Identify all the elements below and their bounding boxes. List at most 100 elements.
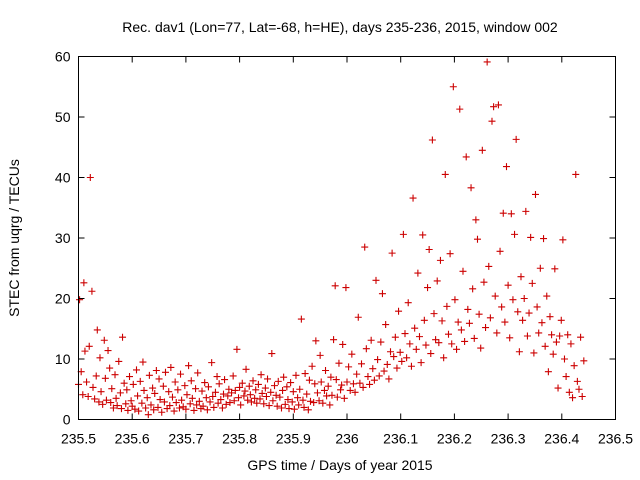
data-point — [420, 316, 428, 324]
data-point — [472, 216, 480, 224]
data-point — [139, 358, 147, 366]
data-point — [261, 384, 269, 392]
data-point — [251, 394, 259, 402]
data-point — [89, 383, 97, 391]
data-point — [580, 357, 588, 365]
data-point — [353, 370, 361, 378]
data-point — [313, 389, 321, 397]
data-point — [129, 380, 137, 388]
data-point — [190, 406, 198, 414]
data-point — [519, 316, 527, 324]
data-point — [213, 373, 221, 381]
data-point — [195, 397, 203, 405]
data-point — [292, 371, 300, 379]
data-point — [359, 383, 367, 391]
data-point — [311, 380, 319, 388]
data-point — [112, 394, 120, 402]
data-point — [272, 391, 280, 399]
data-point — [245, 382, 253, 390]
y-tick-label: 50 — [55, 109, 71, 125]
data-point — [267, 388, 275, 396]
data-point — [142, 404, 150, 412]
y-tick-label: 40 — [55, 170, 71, 186]
data-point — [427, 350, 435, 358]
data-point — [276, 393, 284, 401]
data-point — [515, 348, 523, 356]
data-point — [488, 117, 496, 125]
data-point — [523, 332, 531, 340]
data-point — [388, 249, 396, 257]
data-point — [520, 295, 528, 302]
data-point — [370, 376, 378, 384]
data-point — [422, 341, 430, 349]
data-point — [578, 393, 586, 401]
data-point — [467, 184, 475, 192]
x-tick-label: 236.5 — [598, 431, 633, 447]
y-tick-label: 30 — [55, 230, 71, 246]
data-point — [556, 332, 564, 340]
data-point — [161, 368, 169, 376]
data-point — [181, 382, 189, 390]
data-point — [435, 339, 443, 347]
data-point — [119, 333, 127, 341]
data-point — [540, 235, 548, 243]
data-point — [559, 236, 567, 244]
plot-frame — [78, 56, 616, 420]
data-point — [390, 353, 398, 361]
data-point — [354, 313, 362, 321]
data-point — [224, 392, 232, 400]
data-point — [150, 406, 158, 414]
x-tick-label: 235.7 — [168, 431, 203, 447]
data-point — [111, 371, 119, 379]
data-point — [383, 360, 391, 368]
data-point — [186, 400, 194, 408]
data-point — [138, 399, 146, 407]
data-point — [544, 368, 552, 376]
data-point — [178, 396, 186, 404]
data-point — [477, 344, 485, 352]
data-point — [242, 365, 250, 373]
data-point — [449, 83, 457, 91]
data-point — [465, 319, 473, 327]
data-point — [483, 58, 491, 66]
data-point — [320, 386, 328, 394]
data-point — [303, 390, 311, 398]
data-point — [528, 279, 536, 287]
data-point — [546, 313, 554, 321]
data-point — [287, 379, 295, 387]
data-point — [289, 388, 297, 396]
data-point — [131, 405, 139, 413]
data-point — [233, 345, 241, 353]
data-point — [281, 400, 289, 408]
data-point — [361, 243, 369, 251]
data-point — [193, 401, 201, 409]
data-point — [96, 354, 104, 362]
data-point — [85, 342, 93, 350]
data-point — [337, 386, 345, 394]
x-tick-label: 236.1 — [383, 431, 418, 447]
x-axis-label: GPS time / Days of year 2015 — [247, 457, 432, 473]
data-point — [382, 321, 390, 329]
data-point — [391, 333, 399, 341]
data-point — [461, 337, 469, 345]
data-point — [127, 397, 135, 405]
data-point — [348, 350, 356, 358]
data-point — [135, 407, 143, 415]
data-point — [288, 398, 296, 406]
data-point — [440, 354, 448, 362]
data-point — [424, 284, 432, 292]
data-point — [257, 371, 265, 379]
data-point — [246, 391, 254, 399]
data-point — [499, 209, 507, 217]
data-point — [115, 357, 123, 365]
data-point — [192, 385, 200, 393]
data-point — [504, 281, 512, 289]
data-point — [514, 308, 522, 316]
data-point — [401, 330, 409, 338]
data-point — [306, 397, 314, 405]
data-point — [378, 290, 386, 298]
data-point — [109, 404, 117, 412]
data-point — [144, 411, 152, 419]
data-point — [527, 233, 535, 241]
data-point — [364, 373, 372, 381]
